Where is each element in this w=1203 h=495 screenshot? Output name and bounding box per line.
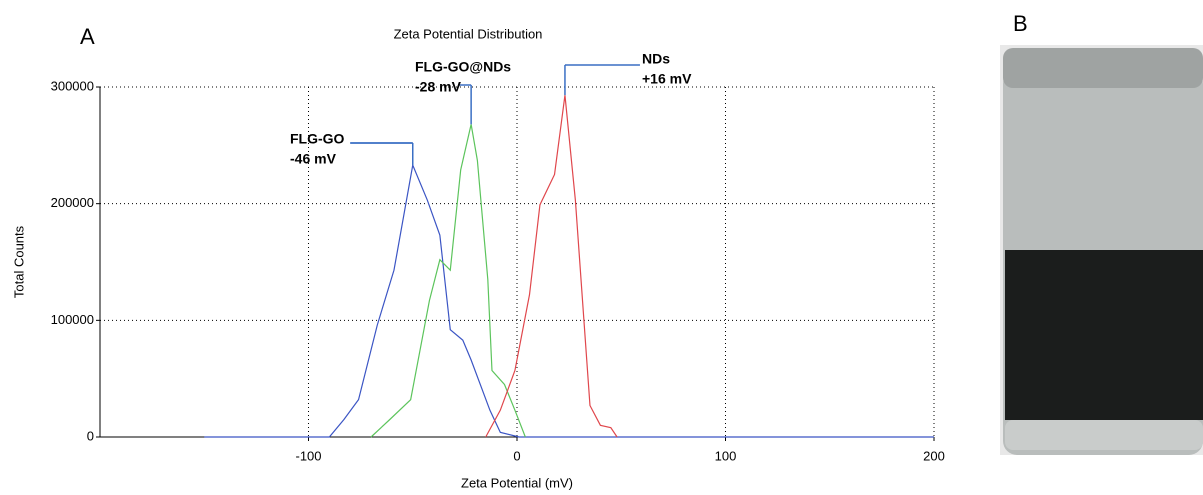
x-axis-label: Zeta Potential (mV) (461, 475, 573, 490)
jar-rim (1003, 48, 1203, 88)
y-tick-label: 300000 (51, 78, 94, 93)
photo (1000, 45, 1203, 455)
y-axis-label: Total Counts (11, 225, 26, 298)
annotation-name: NDs (642, 51, 670, 67)
dispersion (1005, 250, 1203, 420)
data-line (204, 163, 934, 438)
chart-title: Zeta Potential Distribution (394, 26, 543, 41)
annotation-value: -46 mV (290, 151, 337, 167)
x-tick-label: -100 (295, 448, 321, 463)
annotation-value: -28 mV (415, 79, 462, 95)
jar-base (1005, 420, 1203, 450)
annotation-value: +16 mV (642, 71, 692, 87)
annotation-name: FLG-GO (290, 131, 345, 147)
panel-label: A (80, 24, 95, 49)
y-tick-label: 0 (87, 428, 94, 443)
y-tick-label: 100000 (51, 312, 94, 327)
annotation-name: FLG-GO@NDs (415, 59, 511, 75)
data-line (485, 95, 618, 438)
x-tick-label: 0 (513, 448, 520, 463)
panel-label: B (1013, 11, 1028, 36)
y-tick-label: 200000 (51, 195, 94, 210)
data-line (370, 124, 526, 438)
x-tick-label: 100 (715, 448, 737, 463)
x-tick-label: 200 (923, 448, 945, 463)
